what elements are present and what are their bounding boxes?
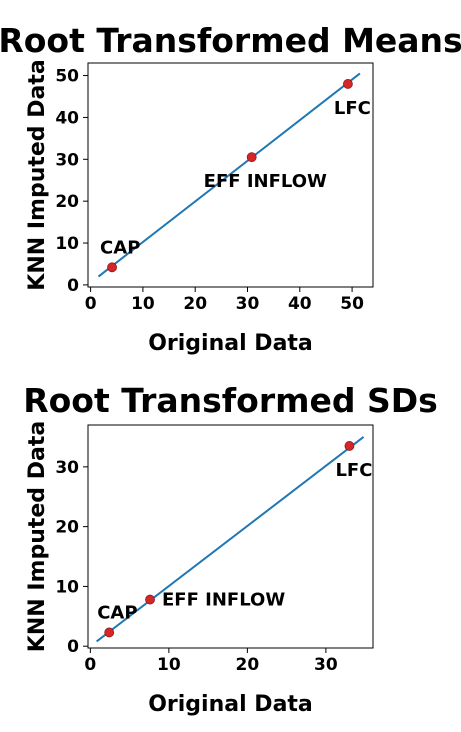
point-label: CAP (100, 237, 140, 258)
y-tick-label: 10 (55, 234, 79, 254)
x-tick-label: 30 (314, 655, 338, 675)
data-point-cap (104, 627, 115, 638)
x-tick-label: 0 (84, 655, 96, 675)
plot-frame (87, 62, 374, 288)
y-tick-label: 10 (55, 577, 79, 597)
y-axis-label: KNN Imputed Data (25, 421, 50, 652)
x-tick-label: 50 (340, 294, 364, 314)
data-point-lfc (342, 79, 353, 89)
chart-title: Root Transformed Means (0, 21, 461, 60)
y-tick-label: 30 (55, 458, 79, 478)
x-tick-label: 30 (236, 294, 260, 314)
data-point-eff-inflow (145, 594, 155, 605)
point-label: EFF INFLOW (162, 590, 285, 611)
chart-panel-1: Root Transformed Means 0 10 20 30 40 50 0 10 20 30… (0, 21, 461, 356)
chart-title: Root Transformed SDs (23, 381, 438, 420)
point-label: LFC (335, 460, 372, 481)
y-axis-label: KNN Imputed Data (25, 59, 50, 290)
y-tick-label: 20 (55, 192, 79, 212)
x-tick-label: 20 (183, 294, 207, 314)
x-axis-label: Original Data (148, 331, 313, 356)
fit-line (96, 436, 365, 643)
data-point-eff-inflow (246, 152, 257, 163)
fit-line (97, 72, 361, 278)
x-axis-label: Original Data (148, 692, 313, 717)
x-tick-label: 10 (157, 655, 181, 675)
data-point-lfc (344, 441, 355, 451)
point-label: LFC (334, 98, 371, 119)
y-tick-label: 30 (55, 150, 79, 170)
x-tick-label: 10 (131, 294, 155, 314)
x-tick-label: 0 (85, 294, 97, 314)
point-label: EFF INFLOW (204, 171, 327, 192)
y-tick-label: 40 (55, 108, 79, 128)
point-label: CAP (97, 602, 137, 623)
y-tick-label: 0 (67, 276, 79, 296)
x-tick-label: 40 (288, 294, 312, 314)
y-tick-label: 50 (55, 67, 79, 87)
plot-frame (87, 424, 374, 649)
data-point-cap (107, 262, 117, 273)
y-tick-label: 0 (67, 637, 79, 657)
y-tick-label: 20 (55, 518, 79, 538)
x-tick-label: 20 (236, 655, 260, 675)
